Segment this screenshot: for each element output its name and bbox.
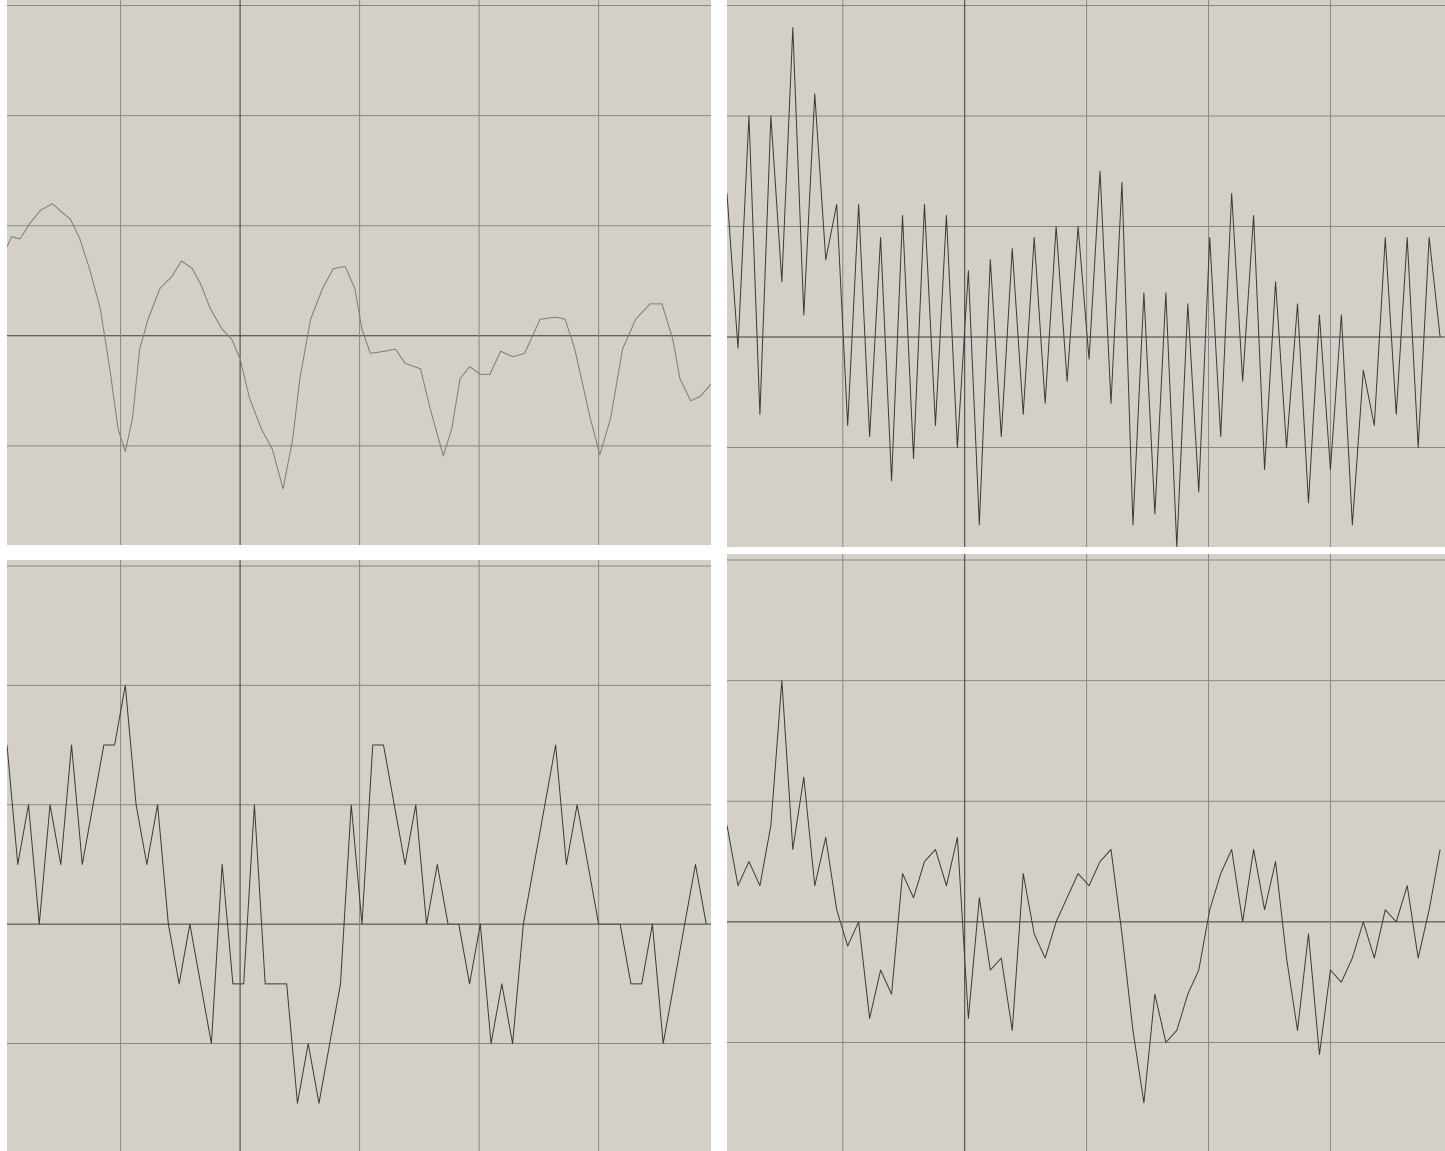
panel-background [727, 0, 1445, 547]
plot-area [727, 680, 1441, 1104]
waveform [7, 684, 707, 1104]
waveform [7, 203, 711, 490]
waveform [727, 27, 1441, 547]
scope-panel [7, 560, 711, 1151]
panel-background [727, 554, 1445, 1151]
plot-area [727, 27, 1441, 547]
panel-background [7, 560, 711, 1151]
plot-area [7, 203, 711, 490]
scope-panel [7, 0, 711, 545]
waveform [727, 680, 1441, 1104]
panel-background [7, 0, 711, 545]
plot-area [7, 684, 707, 1104]
scope-panel [727, 0, 1445, 547]
scope-panel [727, 554, 1445, 1151]
